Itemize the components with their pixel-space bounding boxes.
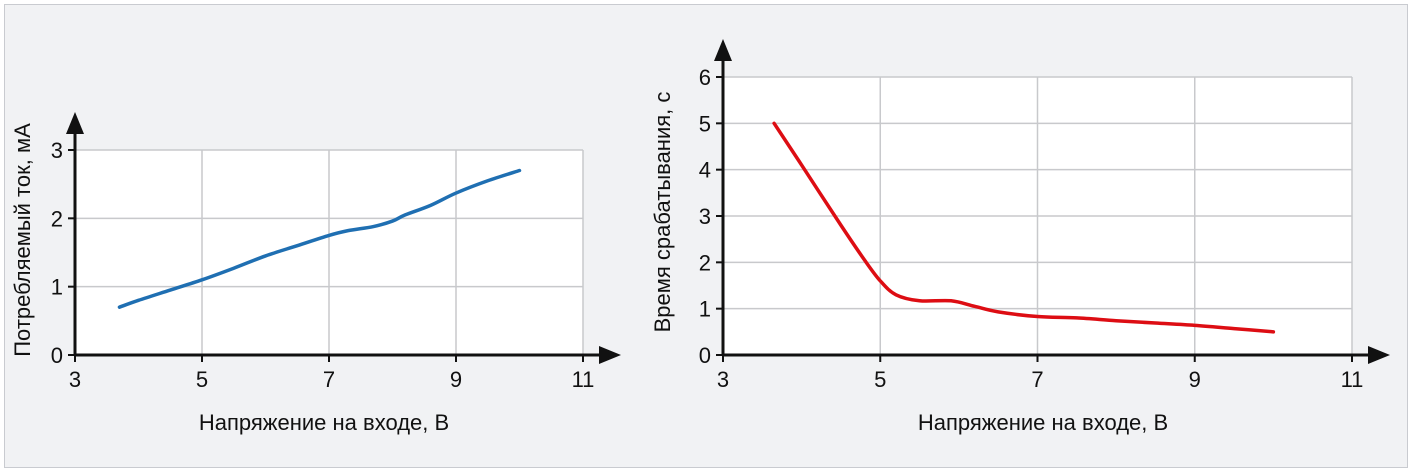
right-x-tick-label: 7 [1031,367,1043,392]
right-x-tick-label: 11 [1341,367,1364,392]
right-y-tick-label: 5 [699,111,711,136]
right-x-tick-label: 5 [874,367,886,392]
right-y-tick-label: 1 [699,297,711,322]
left-x-axis-arrow [599,346,621,364]
right-x-tick-label: 9 [1189,367,1201,392]
right-y-tick-label: 6 [699,65,711,90]
left-chart: 3 5 7 9 11 0 1 2 3 Напряжение на входе, В Потребля… [10,112,621,435]
right-y-axis-title: Время срабатывания, с [650,92,675,333]
right-y-tick-label: 3 [699,204,711,229]
left-x-tick-label: 9 [450,367,462,392]
left-x-axis-title: Напряжение на входе, В [199,410,449,435]
right-chart: 3 5 7 9 11 0 1 2 3 4 5 6 Напряжение на входе, В Время… [650,39,1390,435]
right-x-axis-arrow [1368,346,1390,364]
right-x-tick-label: 3 [717,367,729,392]
right-x-axis-title: Напряжение на входе, В [918,410,1168,435]
left-y-tick-label: 2 [51,206,63,231]
right-y-axis-arrow [714,39,732,61]
right-y-tick-label: 2 [699,250,711,275]
left-x-tick-label: 11 [572,367,595,392]
left-y-tick-label: 1 [51,275,63,300]
right-y-tick-label: 4 [699,158,711,183]
left-y-axis-arrow [66,112,84,134]
right-y-tick-label: 0 [699,343,711,368]
left-x-tick-label: 3 [69,367,81,392]
right-series-line-0 [772,121,1276,334]
left-y-tick-label: 0 [51,343,63,368]
left-x-tick-label: 7 [323,367,335,392]
left-x-tick-label: 5 [196,367,208,392]
left-y-tick-label: 3 [51,138,63,163]
left-y-axis-title: Потребляемый ток, мА [10,123,35,357]
left-series-line-0 [117,168,522,309]
